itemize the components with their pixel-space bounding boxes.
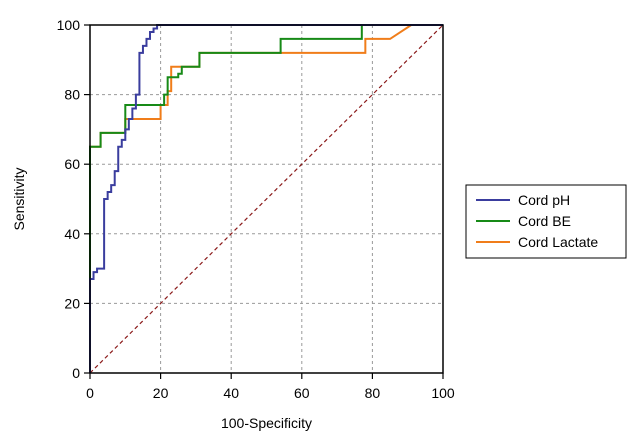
series-line-cord-be bbox=[89, 24, 443, 373]
x-tick-label: 20 bbox=[153, 385, 169, 401]
legend-label: Cord pH bbox=[518, 192, 570, 208]
reference-diagonal-line bbox=[89, 24, 444, 374]
y-axis-title: Sensitivity bbox=[11, 167, 27, 230]
series-line-cord-ph bbox=[89, 24, 443, 373]
y-tick-label: 100 bbox=[57, 17, 81, 33]
y-axis-ticks: 0 20 40 60 80 100 bbox=[57, 17, 90, 381]
x-tick-label: 0 bbox=[86, 385, 94, 401]
reference-line bbox=[89, 24, 444, 374]
y-tick-label: 0 bbox=[72, 365, 80, 381]
series-lines bbox=[89, 24, 443, 373]
legend-label: Cord BE bbox=[518, 213, 571, 229]
x-tick-label: 80 bbox=[365, 385, 381, 401]
legend: Cord pH Cord BE Cord Lactate bbox=[465, 184, 627, 259]
x-axis-ticks: 0 20 40 60 80 100 bbox=[86, 373, 455, 401]
grid-lines bbox=[90, 25, 443, 373]
x-tick-label: 60 bbox=[294, 385, 310, 401]
y-tick-label: 60 bbox=[64, 156, 80, 172]
legend-label: Cord Lactate bbox=[518, 234, 598, 250]
y-tick-label: 40 bbox=[64, 226, 80, 242]
plot-frame bbox=[89, 24, 444, 374]
x-axis-title: 100-Specificity bbox=[221, 415, 312, 431]
x-tick-label: 100 bbox=[431, 385, 455, 401]
x-tick-label: 40 bbox=[223, 385, 239, 401]
y-tick-label: 80 bbox=[64, 87, 80, 103]
y-tick-label: 20 bbox=[64, 295, 80, 311]
